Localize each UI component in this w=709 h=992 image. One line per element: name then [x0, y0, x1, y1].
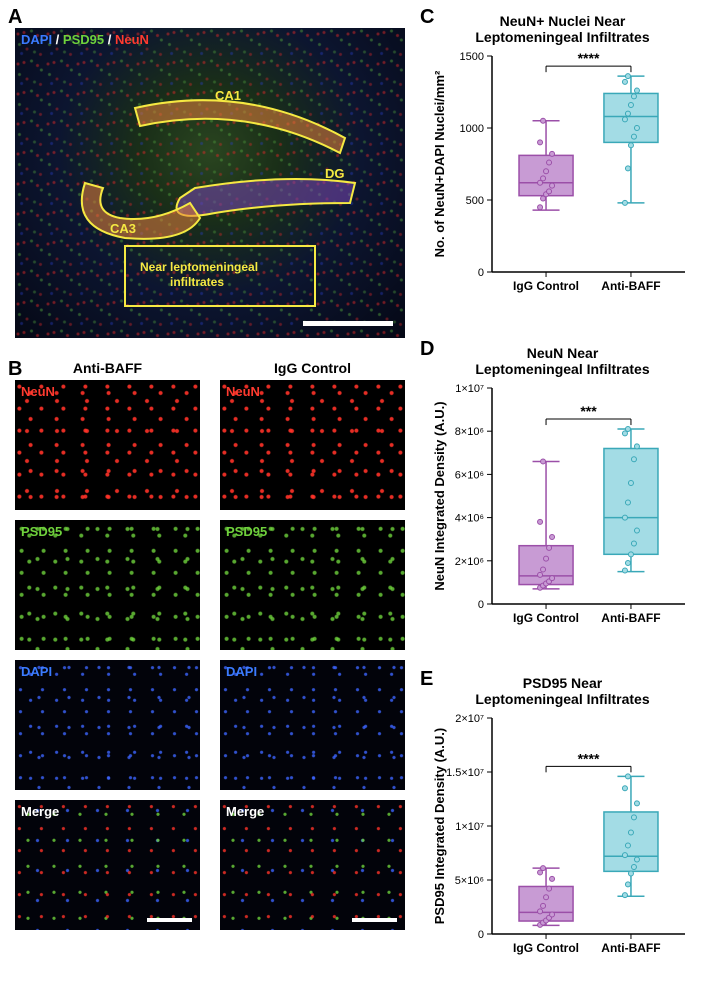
svg-text:4×10⁶: 4×10⁶	[455, 513, 484, 525]
svg-text:1×10⁷: 1×10⁷	[455, 821, 484, 833]
svg-text:NeuN Integrated Density (A.U.): NeuN Integrated Density (A.U.)	[432, 401, 447, 590]
svg-text:No. of NeuN+DAPI Nuclei/mm²: No. of NeuN+DAPI Nuclei/mm²	[432, 70, 447, 257]
svg-text:IgG Control: IgG Control	[513, 611, 579, 625]
svg-text:Anti-BAFF: Anti-BAFF	[601, 611, 660, 625]
svg-text:infiltrates: infiltrates	[170, 275, 224, 289]
svg-text:2×10⁷: 2×10⁷	[455, 713, 484, 725]
svg-text:Leptomeningeal Infiltrates: Leptomeningeal Infiltrates	[475, 691, 649, 707]
tile-label: DAPI	[21, 664, 52, 679]
tile-psd95-igg: PSD95	[220, 520, 405, 650]
svg-text:***: ***	[580, 403, 597, 419]
svg-text:****: ****	[578, 50, 600, 66]
svg-text:5×10⁶: 5×10⁶	[455, 875, 484, 887]
svg-text:Near leptomeningeal: Near leptomeningeal	[140, 260, 258, 274]
svg-text:0: 0	[478, 599, 484, 611]
tile-label: NeuN	[226, 384, 260, 399]
col-header-left: Anti-BAFF	[15, 360, 200, 376]
svg-text:6×10⁶: 6×10⁶	[455, 469, 484, 481]
tile-psd95-baff: PSD95	[15, 520, 200, 650]
tile-label: DAPI	[226, 664, 257, 679]
svg-text:PSD95 Integrated Density (A.U.: PSD95 Integrated Density (A.U.)	[432, 728, 447, 925]
svg-text:NeuN+ Nuclei Near: NeuN+ Nuclei Near	[500, 13, 626, 29]
tile-label: PSD95	[21, 524, 62, 539]
panel-a-legend: DAPI / PSD95 / NeuN	[21, 32, 149, 47]
tile-dapi-igg: DAPI	[220, 660, 405, 790]
svg-text:CA1: CA1	[215, 88, 241, 103]
tile-dapi-baff: DAPI	[15, 660, 200, 790]
svg-text:IgG Control: IgG Control	[513, 279, 579, 293]
svg-text:NeuN Near: NeuN Near	[527, 345, 599, 361]
panel-a-overlay: CA1 CA3 DG Near leptomeningeal infiltrat…	[15, 28, 405, 338]
svg-text:1000: 1000	[460, 123, 484, 135]
svg-text:1.5×10⁷: 1.5×10⁷	[446, 767, 484, 779]
tile-label: NeuN	[21, 384, 55, 399]
chart-d: NeuN NearLeptomeningeal Infiltrates 0 2×10…	[430, 344, 695, 644]
tile-merge-igg: Merge	[220, 800, 405, 930]
svg-text:500: 500	[466, 195, 484, 207]
svg-text:0: 0	[478, 267, 484, 279]
svg-text:****: ****	[578, 750, 600, 766]
svg-text:CA3: CA3	[110, 221, 136, 236]
svg-text:1500: 1500	[460, 51, 484, 63]
svg-text:DG: DG	[325, 166, 345, 181]
svg-text:PSD95 Near: PSD95 Near	[523, 675, 603, 691]
svg-text:8×10⁶: 8×10⁶	[455, 426, 484, 438]
svg-text:1×10⁷: 1×10⁷	[455, 383, 484, 395]
svg-text:2×10⁶: 2×10⁶	[455, 556, 484, 568]
tile-merge-baff: Merge	[15, 800, 200, 930]
svg-text:Anti-BAFF: Anti-BAFF	[601, 279, 660, 293]
scalebar	[147, 918, 192, 922]
svg-text:IgG Control: IgG Control	[513, 941, 579, 955]
svg-text:Leptomeningeal Infiltrates: Leptomeningeal Infiltrates	[475, 361, 649, 377]
tile-neun-baff: NeuN	[15, 380, 200, 510]
scalebar	[352, 918, 397, 922]
tile-neun-igg: NeuN	[220, 380, 405, 510]
panel-label-a: A	[8, 6, 22, 29]
chart-c: NeuN+ Nuclei NearLeptomeningeal Infiltra…	[430, 12, 695, 312]
tile-label: Merge	[226, 804, 264, 819]
chart-e: PSD95 NearLeptomeningeal Infiltrates 0 5×1…	[430, 674, 695, 974]
scalebar-a	[303, 321, 393, 326]
panel-a-micrograph: CA1 CA3 DG Near leptomeningeal infiltrat…	[15, 28, 405, 338]
tile-label: Merge	[21, 804, 59, 819]
svg-text:Anti-BAFF: Anti-BAFF	[601, 941, 660, 955]
tile-label: PSD95	[226, 524, 267, 539]
col-header-right: IgG Control	[220, 360, 405, 376]
svg-text:0: 0	[478, 929, 484, 941]
svg-text:Leptomeningeal Infiltrates: Leptomeningeal Infiltrates	[475, 29, 649, 45]
